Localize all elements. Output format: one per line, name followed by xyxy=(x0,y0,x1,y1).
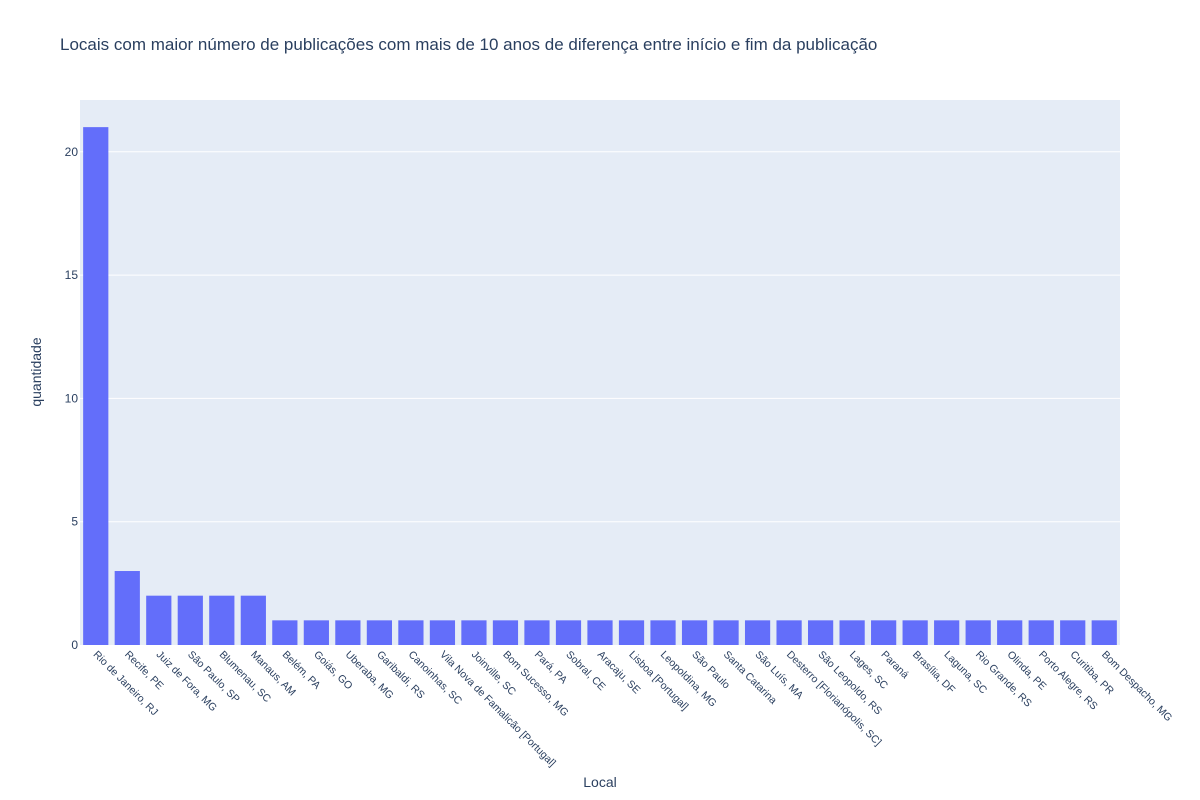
bar[interactable] xyxy=(240,595,266,645)
bar[interactable] xyxy=(934,620,960,645)
bar[interactable] xyxy=(681,620,708,645)
bar[interactable] xyxy=(272,620,298,645)
x-tick-label: Leopoldina, MG xyxy=(658,649,719,710)
y-axis-title: quantidade xyxy=(28,337,44,407)
bar[interactable] xyxy=(1060,620,1086,645)
bar[interactable] xyxy=(83,127,109,645)
y-tick-label: 5 xyxy=(71,515,78,529)
y-axis-ticks: 0 5 10 15 20 xyxy=(65,145,79,652)
bar[interactable] xyxy=(114,571,140,645)
bar[interactable] xyxy=(398,620,424,645)
bar[interactable] xyxy=(303,620,329,645)
y-tick-label: 0 xyxy=(71,638,78,652)
bars xyxy=(83,127,1117,645)
bar[interactable] xyxy=(335,620,361,645)
bar[interactable] xyxy=(429,620,456,645)
bar[interactable] xyxy=(618,620,645,645)
bar[interactable] xyxy=(1028,620,1054,645)
bar[interactable] xyxy=(902,620,928,645)
bar[interactable] xyxy=(587,620,613,645)
plot-area xyxy=(80,100,1120,645)
bar[interactable] xyxy=(366,620,392,645)
bar[interactable] xyxy=(1091,620,1117,645)
bar[interactable] xyxy=(146,595,172,645)
bar[interactable] xyxy=(713,620,739,645)
bar[interactable] xyxy=(555,620,582,645)
x-tick-label: Rio Grande, RS xyxy=(973,649,1034,710)
bar[interactable] xyxy=(776,620,802,645)
bar[interactable] xyxy=(177,595,203,645)
bar[interactable] xyxy=(839,620,865,645)
bar[interactable] xyxy=(744,620,771,645)
y-tick-label: 10 xyxy=(65,391,79,405)
bar[interactable] xyxy=(871,620,897,645)
bar[interactable] xyxy=(808,620,834,645)
y-tick-label: 20 xyxy=(65,145,79,159)
chart-title: Locais com maior número de publicações c… xyxy=(60,35,877,54)
bar[interactable] xyxy=(209,595,235,645)
y-tick-label: 15 xyxy=(65,268,79,282)
gridlines xyxy=(80,151,1120,523)
x-axis-title: Local xyxy=(583,774,616,790)
bar[interactable] xyxy=(461,620,487,645)
bar[interactable] xyxy=(965,620,991,645)
bar[interactable] xyxy=(492,620,519,645)
bar[interactable] xyxy=(650,620,676,645)
x-tick-label: Vila Nova de Famalicão [Portugal] xyxy=(437,649,558,770)
bar[interactable] xyxy=(997,620,1023,645)
bar[interactable] xyxy=(524,620,550,645)
